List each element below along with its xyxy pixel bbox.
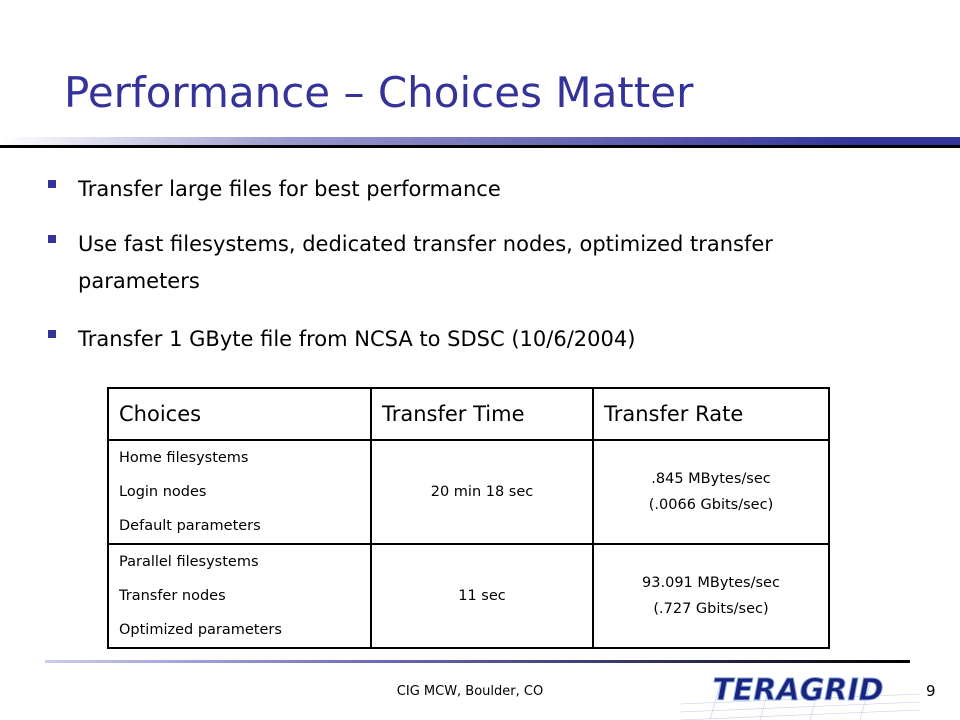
cell-line: Optimized parameters: [119, 622, 282, 638]
cell: Home filesystems Login nodes Default param…: [107, 439, 372, 545]
cell-line: Default parameters: [119, 518, 261, 534]
header-cell: Choices: [107, 387, 372, 441]
page-number: 9: [926, 682, 936, 700]
cell-line: (.0066 Gbits/sec): [648, 497, 774, 513]
cell-line: Parallel filesystems: [119, 554, 259, 570]
slide-title: Performance – Choices Matter: [64, 68, 694, 117]
cell-line: Home filesystems: [119, 450, 249, 466]
footer-rule: [45, 660, 910, 663]
bullet-text: Use fast filesystems, dedicated transfer…: [78, 232, 773, 293]
cell: 11 sec: [370, 543, 594, 649]
header-cell: Transfer Rate: [592, 387, 830, 441]
title-rule-dark: [0, 145, 960, 148]
bullet: Transfer 1 GByte file from NCSA to SDSC …: [48, 321, 868, 358]
cell-line: 20 min 18 sec: [430, 484, 534, 500]
cell: 93.091 MBytes/sec (.727 Gbits/sec): [592, 543, 830, 649]
cell: 20 min 18 sec: [370, 439, 594, 545]
row: Home filesystems Login nodes Default param…: [107, 439, 830, 545]
header-cell: Transfer Time: [370, 387, 594, 441]
header-row: Choices Transfer Time Transfer Rate: [107, 387, 830, 441]
logo-text: TERAGRID: [712, 673, 883, 708]
cell-line: .845 MBytes/sec: [651, 471, 771, 487]
cell-line: 11 sec: [458, 588, 506, 604]
cell-line: Login nodes: [119, 484, 207, 500]
cell: Parallel filesystems Transfer nodes Optimi…: [107, 543, 372, 649]
row: Parallel filesystems Transfer nodes Optimi…: [107, 543, 830, 649]
cell-line: (.727 Gbits/sec): [653, 601, 769, 617]
cell: .845 MBytes/sec (.0066 Gbits/sec): [592, 439, 830, 545]
bullet: Transfer large files for best performanc…: [48, 171, 868, 208]
logo: TERAGRID: [680, 673, 920, 720]
cell-line: 93.091 MBytes/sec: [642, 575, 780, 591]
cell-line: Transfer nodes: [119, 588, 226, 604]
bullet: Use fast filesystems, dedicated transfer…: [48, 226, 868, 300]
title-rule: [0, 137, 960, 145]
bullet-text: Transfer large files for best performanc…: [78, 177, 501, 201]
footer-text: CIG MCW, Boulder, CO: [396, 684, 544, 699]
results-table: Choices Transfer Time Transfer Rate Home…: [107, 387, 830, 649]
bullet-text: Transfer 1 GByte file from NCSA to SDSC …: [78, 327, 636, 351]
